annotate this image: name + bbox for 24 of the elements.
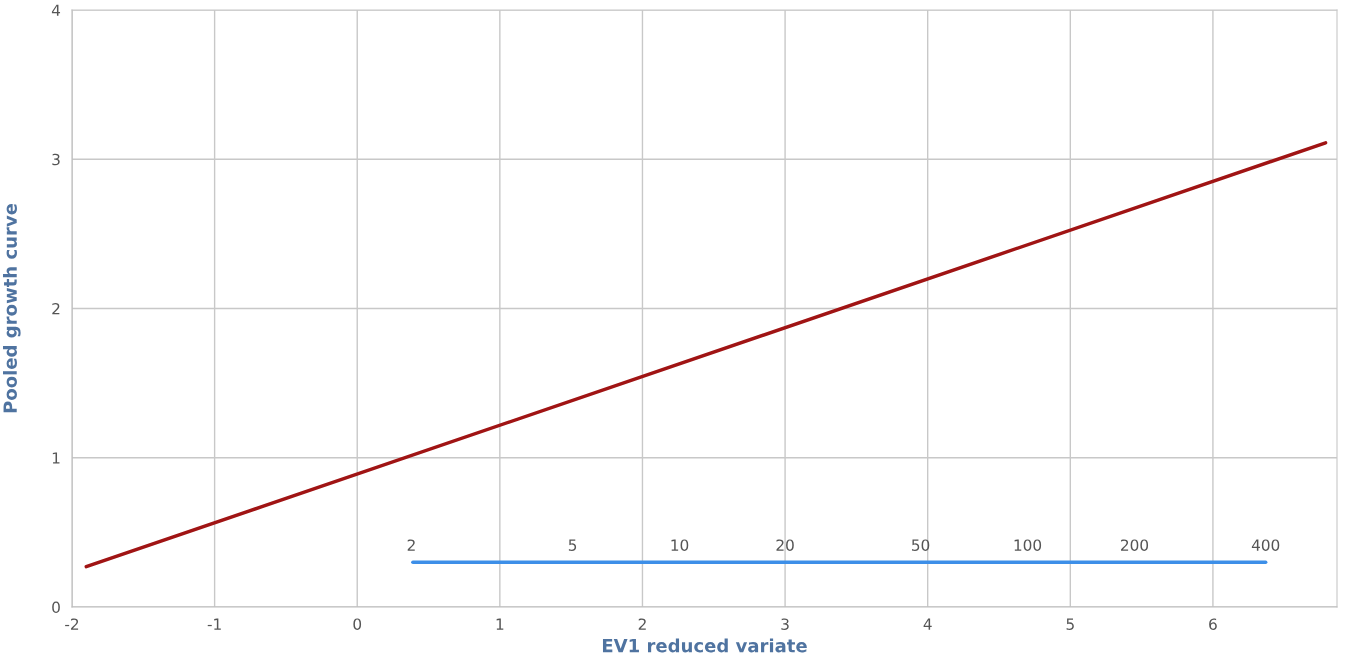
y-tick-label: 2 (52, 302, 60, 315)
x-tick-label: 4 (923, 618, 932, 630)
annotation: 50 (912, 539, 930, 551)
x-tick-label: 5 (1066, 618, 1074, 630)
annotation: 10 (671, 539, 689, 551)
annotation: 20 (776, 539, 794, 551)
y-tick-label: 4 (51, 4, 61, 16)
x-tick-label: 0 (353, 618, 362, 630)
annotation: 5 (568, 539, 577, 551)
annotation: 100 (1014, 539, 1042, 551)
x-tick-label: 3 (781, 618, 789, 630)
y-tick-label: 3 (52, 153, 60, 166)
x-tick-label: 2 (638, 618, 646, 630)
annotation: 2 (407, 539, 415, 551)
y-axis-title: Pooled growth curve (3, 203, 21, 413)
x-tick-label: 1 (496, 618, 504, 630)
y-tick-label: 0 (52, 601, 60, 614)
x-tick-label: 6 (1209, 618, 1217, 630)
y-tick-label: 1 (52, 452, 60, 464)
annotation: 400 (1251, 539, 1280, 551)
annotation: 200 (1121, 539, 1149, 551)
x-tick-label: -2 (65, 618, 79, 630)
x-tick-label: -1 (207, 618, 221, 630)
x-axis-title: EV1 reduced variate (602, 638, 807, 653)
